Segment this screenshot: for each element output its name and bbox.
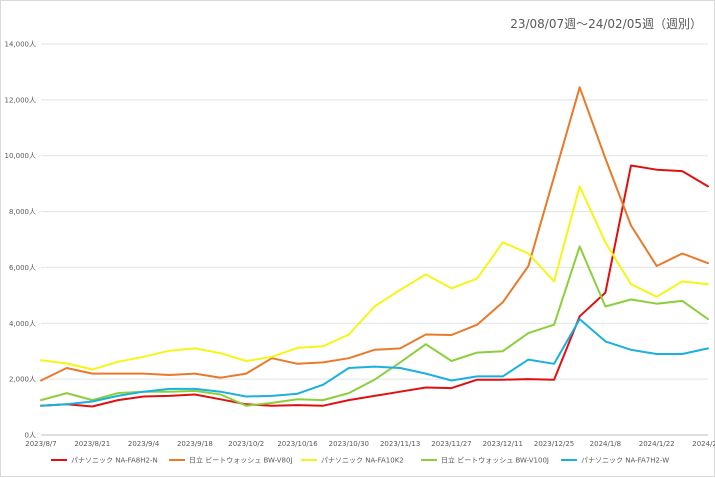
- x-tick-label: 2023/11/13: [380, 440, 420, 448]
- y-tick-label: 2,000人: [9, 376, 36, 384]
- x-tick-label: 2024/1/22: [639, 440, 675, 448]
- series-line-3: [40, 185, 709, 371]
- x-tick-label: 2023/9/18: [177, 440, 213, 448]
- y-tick-label: 6,000人: [9, 264, 36, 272]
- x-tick-label: 2023/10/16: [277, 440, 318, 448]
- legend-item-label: 日立 ビートウォッシュ BW-V80J: [189, 456, 293, 465]
- series-line-5: [40, 318, 709, 407]
- series-line-4: [40, 245, 709, 407]
- x-tick-label: 2024/2/5: [692, 440, 715, 448]
- x-tick-label: 2023/11/27: [431, 440, 471, 448]
- x-tick-label: 2023/9/4: [128, 440, 160, 448]
- x-tick-label: 2023/10/30: [329, 440, 369, 448]
- y-tick-label: 14,000人: [5, 41, 37, 49]
- x-tick-label: 2023/8/7: [25, 440, 56, 448]
- y-tick-label: 4,000人: [9, 320, 36, 328]
- y-tick-label: 8,000人: [9, 208, 36, 216]
- legend-item-label: パナソニック NA-FA8H2-N: [71, 457, 158, 465]
- chart-subtitle: 23/08/07週～24/02/05週（週別）: [510, 17, 702, 31]
- x-tick-label: 2023/8/21: [74, 440, 110, 448]
- y-tick-label: 0人: [25, 432, 36, 440]
- legend-item-label: パナソニック NA-FA7H2-W: [581, 457, 669, 465]
- x-tick-label: 2023/10/2: [228, 440, 264, 448]
- legend-item-label: 日立 ビートウォッシュ BW-V100J: [441, 456, 549, 465]
- series-line-1: [40, 164, 709, 408]
- series-line-2: [40, 86, 709, 382]
- legend-item-label: パナソニック NA-FA10K2: [321, 457, 404, 465]
- x-tick-label: 2024/1/8: [590, 440, 621, 448]
- x-tick-label: 2023/12/25: [534, 440, 574, 448]
- y-tick-label: 10,000人: [5, 152, 37, 160]
- y-tick-label: 12,000人: [5, 96, 37, 104]
- x-tick-label: 2023/12/11: [483, 440, 523, 448]
